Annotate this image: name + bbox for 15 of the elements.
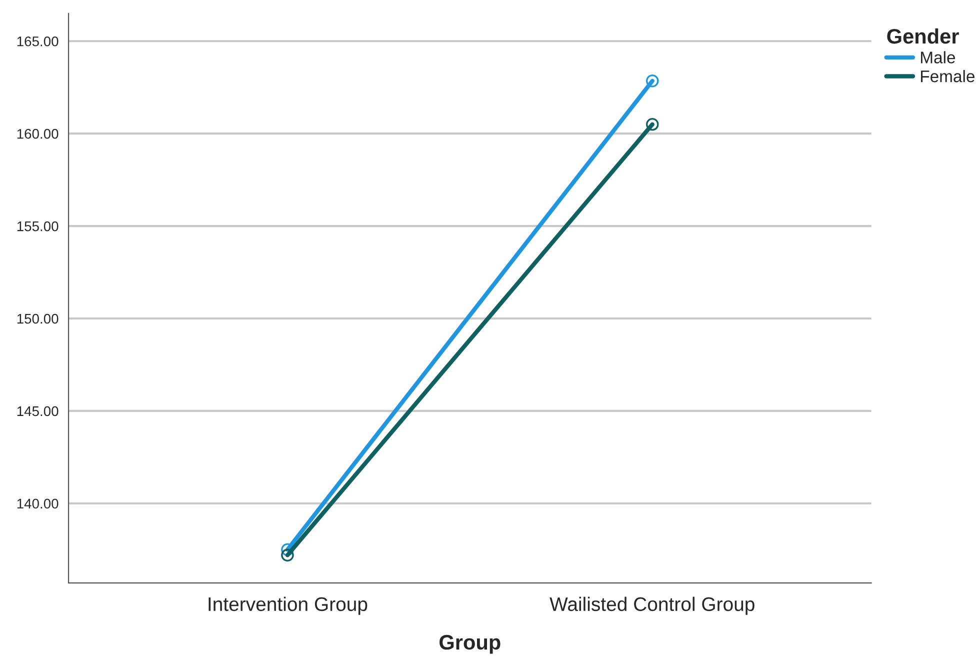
y-tick-label: 140.00	[17, 498, 58, 509]
point	[646, 74, 659, 88]
x-tick-label: Intervention Group	[208, 596, 368, 615]
point	[646, 118, 659, 131]
point	[281, 548, 294, 562]
y-tick-label: 160.00	[17, 128, 58, 139]
y-tick-label: 145.00	[17, 406, 58, 416]
y-tick-label: 155.00	[17, 221, 58, 232]
legend-label: Male	[921, 51, 956, 64]
y-tick-label: 165.00	[17, 36, 58, 46]
legend-title: Gender	[887, 28, 959, 44]
x-axis-title: Group	[440, 634, 500, 654]
y-tick-label: 150.00	[17, 314, 58, 324]
x-tick-label: Wailisted Control Group	[550, 596, 754, 615]
legend-label: Female	[921, 70, 974, 82]
